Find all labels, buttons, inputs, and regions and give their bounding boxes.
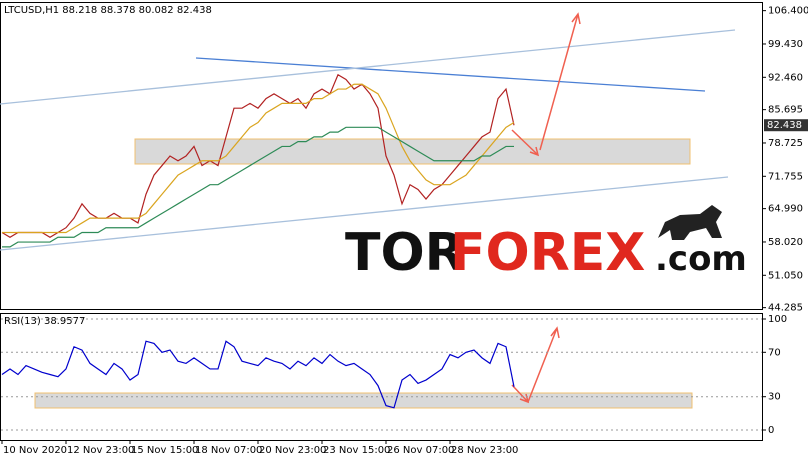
chart-title: RSI(13) 38.9577 [4, 316, 85, 327]
y-tick-label: 85.695 [768, 105, 803, 116]
series-line [2, 126, 514, 248]
price-frame [0, 2, 763, 310]
price-tag [764, 119, 808, 132]
x-tick-label: 12 Nov 23:00 [67, 445, 134, 456]
y-tick-label: 58.020 [768, 237, 803, 248]
y-tick-label: 99.430 [768, 39, 803, 50]
x-tick-label: 23 Nov 15:00 [323, 445, 390, 456]
y-tick-label: 78.725 [768, 138, 803, 149]
y-tick-label: 44.285 [768, 303, 803, 314]
y-tick-label: 51.050 [768, 270, 803, 281]
watermark-text: FOREX [450, 223, 645, 283]
y-tick-label: 100 [768, 314, 787, 325]
x-tick-label: 26 Nov 07:00 [387, 445, 454, 456]
y-tick-label: 106.400 [768, 6, 808, 17]
watermark-text: .com [655, 239, 747, 279]
watermark: TOR FOREX .com [345, 205, 747, 283]
y-tick-label: 64.990 [768, 204, 803, 215]
channel-line [0, 29, 736, 105]
rsi-zone [34, 392, 693, 409]
x-tick-label: 15 Nov 15:00 [131, 445, 198, 456]
arrow [527, 326, 560, 403]
y-tick-label: 92.460 [768, 72, 803, 83]
price-tag-label: 82.438 [767, 120, 802, 131]
forecast-arrows [511, 12, 581, 404]
arrow [539, 12, 581, 151]
rsi-frame [0, 313, 763, 441]
x-tick-label: 28 Nov 23:00 [451, 445, 518, 456]
series-line [1, 340, 515, 409]
x-tick-label: 20 Nov 23:00 [259, 445, 326, 456]
bull-icon [658, 205, 722, 240]
y-tick-label: 70 [768, 347, 781, 358]
x-tick-label: 18 Nov 07:00 [195, 445, 262, 456]
x-tick-label: 10 Nov 2020 [3, 445, 67, 456]
series-line [1, 73, 515, 238]
channel-line [0, 176, 729, 251]
watermark-text: TOR [345, 223, 465, 283]
chart-title: LTCUSD,H1 88.218 88.378 80.082 82.438 [4, 5, 212, 16]
series-line [2, 83, 515, 234]
y-tick-label: 30 [768, 392, 781, 403]
y-tick-label: 71.755 [768, 171, 803, 182]
trend-line [195, 57, 706, 92]
arrow [511, 129, 540, 157]
y-tick-label: 0 [768, 425, 774, 436]
